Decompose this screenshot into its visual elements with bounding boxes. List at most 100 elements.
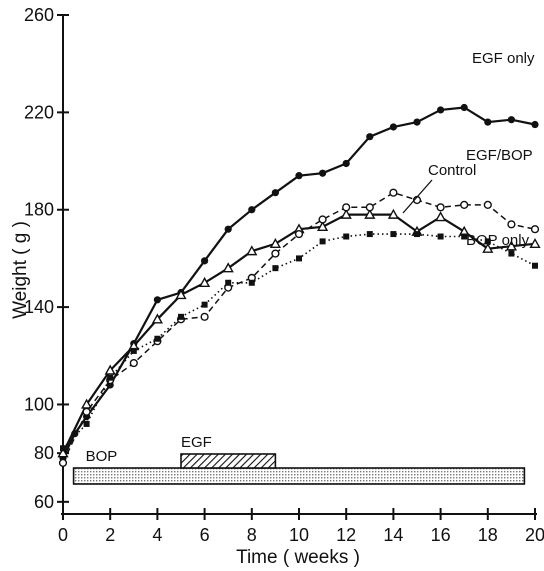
- data-point: [82, 407, 91, 416]
- data-point: [295, 172, 303, 180]
- series-line: [62, 106, 536, 459]
- series-line: [62, 213, 536, 454]
- data-point: [507, 116, 515, 124]
- data-point: [58, 458, 68, 467]
- x-tick-label: 12: [336, 525, 356, 545]
- data-point: [83, 420, 90, 427]
- data-point: [531, 120, 539, 129]
- data-point: [366, 133, 374, 141]
- x-tick-label: 14: [383, 525, 403, 545]
- y-tick-label: 220: [24, 102, 54, 122]
- x-tick-label: 2: [105, 525, 115, 545]
- data-point: [390, 231, 397, 238]
- data-point: [507, 220, 516, 229]
- data-point: [437, 106, 445, 114]
- x-tick-label: 4: [152, 525, 162, 545]
- bop-treatment-bar: [72, 467, 526, 485]
- data-point: [153, 296, 161, 304]
- data-point: [200, 312, 209, 321]
- data-point: [199, 276, 211, 287]
- data-point: [342, 159, 350, 168]
- data-point: [104, 364, 116, 375]
- data-point: [201, 257, 209, 265]
- data-point: [225, 279, 232, 286]
- data-point: [60, 445, 66, 452]
- data-point: [175, 289, 187, 300]
- y-tick-label: 140: [24, 297, 54, 317]
- data-point: [435, 211, 447, 222]
- x-axis-title: Time ( weeks ): [236, 547, 360, 568]
- data-point: [271, 249, 280, 258]
- data-point: [413, 118, 421, 126]
- x-tick-label: 0: [58, 525, 68, 545]
- data-point: [482, 242, 494, 253]
- series-label-egf-bop: EGF/BOP: [466, 147, 533, 164]
- egf-treatment-bar: [180, 453, 277, 469]
- x-tick-label: 20: [525, 525, 544, 545]
- data-point: [366, 231, 373, 238]
- series-label-bop-only: BOP only: [466, 232, 530, 249]
- data-point: [505, 240, 517, 251]
- x-tick-label: 10: [289, 525, 309, 545]
- y-tick-label: 100: [24, 394, 54, 414]
- data-point: [107, 374, 114, 381]
- data-point: [414, 231, 420, 238]
- data-point: [248, 206, 256, 214]
- data-point: [269, 237, 281, 249]
- data-point: [246, 245, 258, 256]
- data-point: [294, 229, 304, 239]
- data-point: [178, 313, 184, 320]
- series-bop-only: [60, 231, 538, 452]
- data-point: [437, 233, 444, 240]
- data-point: [318, 215, 327, 224]
- data-point: [436, 203, 445, 212]
- data-point: [271, 189, 279, 197]
- y-axis-title: Weight ( g ): [10, 221, 31, 319]
- data-point: [529, 237, 541, 249]
- data-point: [389, 123, 397, 131]
- y-tick-label: 180: [24, 200, 54, 220]
- series-control: [57, 208, 541, 458]
- control-callout-line: [402, 179, 433, 214]
- x-tick-label: 8: [247, 525, 257, 545]
- data-point: [224, 225, 232, 233]
- series-label-control: Control: [428, 162, 476, 179]
- data-point: [460, 200, 469, 209]
- axes: 60 80 100 140 180 220 260 0 2 4 6 8 10 12 14 16 18 20: [24, 5, 544, 545]
- series-label-egf-only: EGF only: [472, 50, 535, 67]
- egf-bar-label: EGF: [181, 434, 212, 451]
- data-point: [319, 169, 327, 177]
- data-point: [319, 238, 326, 245]
- data-point: [342, 203, 351, 212]
- data-point: [461, 233, 468, 240]
- series-lines: [57, 103, 541, 467]
- data-point: [460, 103, 468, 112]
- data-point: [130, 347, 137, 354]
- data-point: [389, 188, 398, 197]
- x-tick-label: 6: [200, 525, 210, 545]
- data-point: [151, 313, 163, 324]
- bop-bar-label: BOP: [86, 448, 118, 465]
- data-point: [154, 335, 161, 342]
- treatment-bars: BOP EGF: [72, 434, 526, 485]
- data-point: [317, 220, 329, 231]
- data-point: [248, 279, 255, 286]
- data-point: [296, 255, 302, 262]
- data-point: [129, 358, 138, 368]
- data-point: [201, 301, 208, 308]
- data-point: [484, 238, 491, 245]
- data-point: [530, 225, 540, 234]
- y-tick-label: 80: [34, 443, 54, 463]
- data-point: [532, 262, 538, 269]
- data-point: [483, 200, 492, 209]
- x-tick-label: 18: [478, 525, 498, 545]
- y-tick-label: 260: [24, 5, 54, 25]
- data-point: [57, 447, 69, 458]
- data-point: [508, 250, 515, 257]
- data-point: [340, 208, 352, 219]
- y-tick-label: 60: [34, 492, 54, 512]
- data-point: [387, 208, 399, 219]
- x-tick-label: 16: [431, 525, 451, 545]
